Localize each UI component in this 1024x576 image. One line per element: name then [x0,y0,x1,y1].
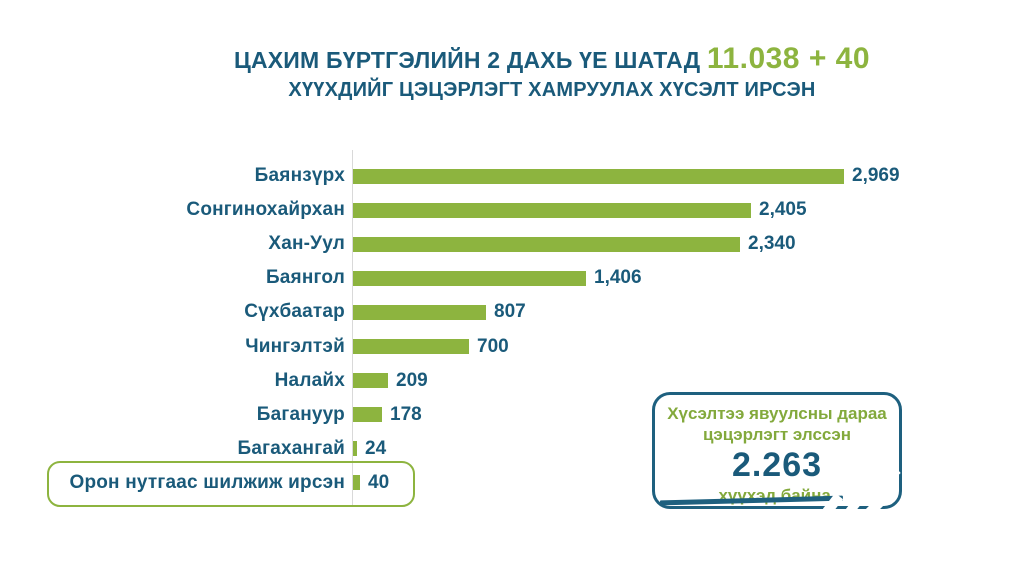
callout-line-1: Хүсэлтээ явуулсны дараа [667,404,887,423]
chart-title: ЦАХИМ БҮРТГЭЛИЙН 2 ДАХЬ ҮЕ ШАТАД 11.038 … [0,42,1024,103]
bar [353,202,751,218]
value-label: 209 [396,369,428,391]
value-label: 2,405 [759,199,807,221]
value-label: 178 [390,403,422,425]
bar-row: Сүхбаатар 807 [0,297,1024,327]
enrolled-children-callout: Хүсэлтээ явуулсны дараа цэцэрлэгт элссэн… [652,392,902,509]
bar [353,407,382,423]
bar [353,441,357,457]
bar-row: Баянгол 1,406 [0,263,1024,293]
value-label: 807 [494,301,526,323]
bar [353,373,388,389]
callout-number: 2.263 [731,446,823,484]
category-label: Багануур [256,403,345,425]
category-label: Хан-Уул [268,233,345,255]
category-label: Багахангай [237,437,345,459]
value-label: 40 [368,471,390,493]
category-label: Баянгол [265,267,345,289]
value-label: 2,969 [852,165,900,186]
bar [353,304,486,320]
title-line-2: ХҮҮХДИЙГ ЦЭЦЭРЛЭГТ ХАМРУУЛАХ ХҮСЭЛТ ИРСЭ… [288,79,816,101]
value-label: 24 [365,437,387,459]
bar [353,339,469,354]
bar [353,236,740,252]
value-label: 1,406 [594,267,642,289]
category-label: Баянзүрх [254,165,345,186]
y-axis-line [352,150,353,507]
category-label: Орон нутгаас шилжиж ирсэн [69,471,345,493]
bar-row: Баянзүрх 2,969 [0,161,1024,191]
bar-row: Багахангай 24 [0,434,1024,464]
category-label: Сүхбаатар [244,301,345,323]
category-label: Чингэлтэй [245,335,345,357]
value-label: 700 [477,335,509,357]
local-transfer-highlight-box [47,461,415,507]
title-highlight-number: 11.038 + 40 [706,42,871,75]
bar [353,270,586,286]
value-label: 2,340 [748,233,796,255]
title-line-1-text: ЦАХИМ БҮРТГЭЛИЙН 2 ДАХЬ ҮЕ ШАТАД [233,47,707,73]
bar-row: Хан-Уул 2,340 [0,229,1024,259]
bar-row: Чингэлтэй 700 [0,332,1024,362]
bar [353,168,844,184]
category-label: Сонгинохайрхан [186,199,345,221]
bar-row: Сонгинохайрхан 2,405 [0,195,1024,225]
bar [353,475,360,491]
bar-row: Орон нутгаас шилжиж ирсэн 40 [0,468,1024,498]
bar-row: Налайх 209 [0,366,1024,396]
category-label: Налайх [274,369,345,391]
title-line-1: ЦАХИМ БҮРТГЭЛИЙН 2 ДАХЬ ҮЕ ШАТАД 11.038 … [80,42,1024,77]
callout-line-2: цэцэрлэгт элссэн [702,425,852,444]
bar-row: Багануур 178 [0,400,1024,430]
